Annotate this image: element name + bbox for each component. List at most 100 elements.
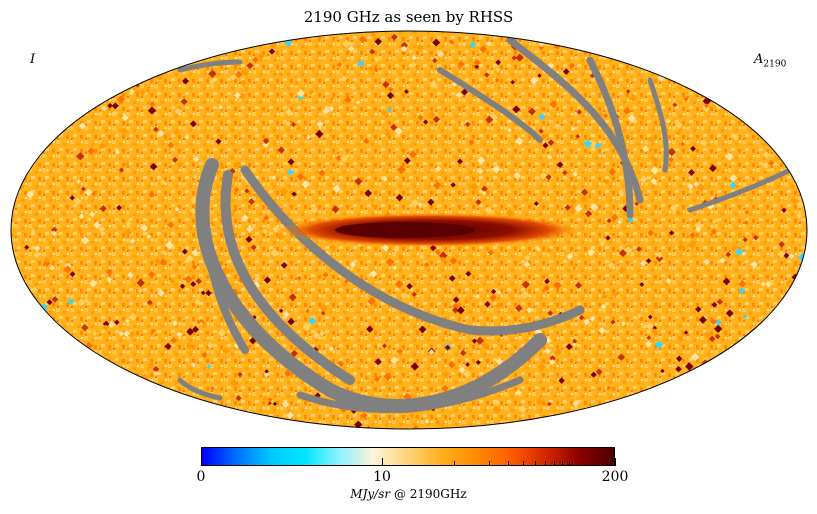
sky-pixel [82,402,88,408]
sky-pixel [13,155,20,162]
sky-pixel [102,324,109,331]
sky-pixel [43,336,51,344]
sky-pixel [302,322,311,332]
sky-pixel [81,236,90,245]
colorbar-mid-label: 10 [373,469,391,485]
sky-pixel [190,362,196,367]
sky-pixel [315,129,324,139]
sky-pixel [125,394,131,400]
sky-pixel [452,296,460,304]
sky-pixel [725,309,734,318]
sky-pixel [129,312,138,321]
sky-pixel [647,314,653,320]
sky-pixel [760,281,766,287]
sky-pixel [340,154,349,163]
sky-pixel [301,180,310,189]
colorbar-tick [523,461,524,466]
sky-pixel [448,274,456,282]
sky-pixel [477,168,484,175]
sky-pixel [629,417,637,426]
sky-pixel [384,130,391,137]
sky-pixel [328,346,335,352]
sky-pixel [727,361,736,370]
sky-pixel [77,298,86,307]
sky-pixel [547,139,555,146]
sky-pixel [647,229,654,237]
sky-pixel [494,77,500,83]
sky-pixel [48,99,57,108]
sky-pixel [675,41,683,50]
sky-pixel [725,152,734,161]
sky-pixel [364,189,373,198]
sky-pixel [794,311,803,320]
sky-pixel [138,31,145,37]
sky-pixel [283,369,292,378]
sky-pixel [11,345,19,353]
sky-pixel [281,400,290,409]
sky-pixel [199,51,208,60]
sky-pixel [775,129,782,136]
colorbar-tick [569,461,570,466]
sky-pixel [320,310,326,316]
sky-pixel [26,122,33,129]
sky-pixel [118,330,125,337]
sky-pixel [69,195,75,201]
sky-pixel [711,301,718,308]
sky-pixel [626,397,632,404]
sky-pixel [554,348,563,356]
sky-pixel [173,128,181,136]
sky-pixel [387,176,393,183]
sky-pixel [31,42,39,50]
sky-pixel [179,283,186,289]
sky-pixel [78,49,86,57]
sky-pixel [600,148,606,153]
sky-pixel [159,258,167,266]
sky-pixel [691,352,700,362]
sky-pixel [492,165,501,174]
sky-pixel [677,243,686,252]
sky-pixel [578,314,585,321]
sky-pixel [796,361,804,369]
sky-pixel [564,204,571,211]
sky-pixel [719,257,726,264]
sky-pixel [486,41,492,47]
sky-pixel [357,60,365,68]
sky-pixel [206,364,212,369]
sky-pixel [568,62,575,69]
sky-pixel [544,347,551,354]
sky-pixel [393,247,399,253]
sky-pixel [349,261,356,268]
sky-pixel [234,423,240,429]
sky-pixel [27,100,35,109]
sky-pixel [111,110,118,117]
component-symbol: A [754,52,764,67]
sky-pixel [746,402,754,411]
sky-pixel [743,220,749,225]
sky-pixel [505,208,514,217]
sky-pixel [660,368,665,374]
sky-pixel [439,256,447,263]
sky-pixel [640,260,647,267]
sky-pixel [305,308,310,314]
sky-pixel [89,36,97,44]
sky-pixel [210,222,216,227]
sky-pixel [786,32,795,41]
sky-pixel [29,138,38,147]
sky-pixel [553,281,562,290]
sky-pixel [489,294,497,302]
sky-pixel [403,157,411,165]
sky-pixel [129,238,136,244]
sky-pixel [312,332,321,340]
sky-pixel [154,257,162,265]
sky-pixel [572,414,578,421]
sky-pixel [475,294,480,299]
sky-pixel [43,256,51,264]
sky-pixel [723,370,729,376]
sky-pixel [729,350,735,356]
sky-pixel [714,333,721,340]
sky-pixel [373,67,379,73]
sky-pixel [623,417,632,425]
sky-pixel [381,343,387,349]
sky-pixel [184,275,193,284]
sky-pixel [410,61,417,68]
